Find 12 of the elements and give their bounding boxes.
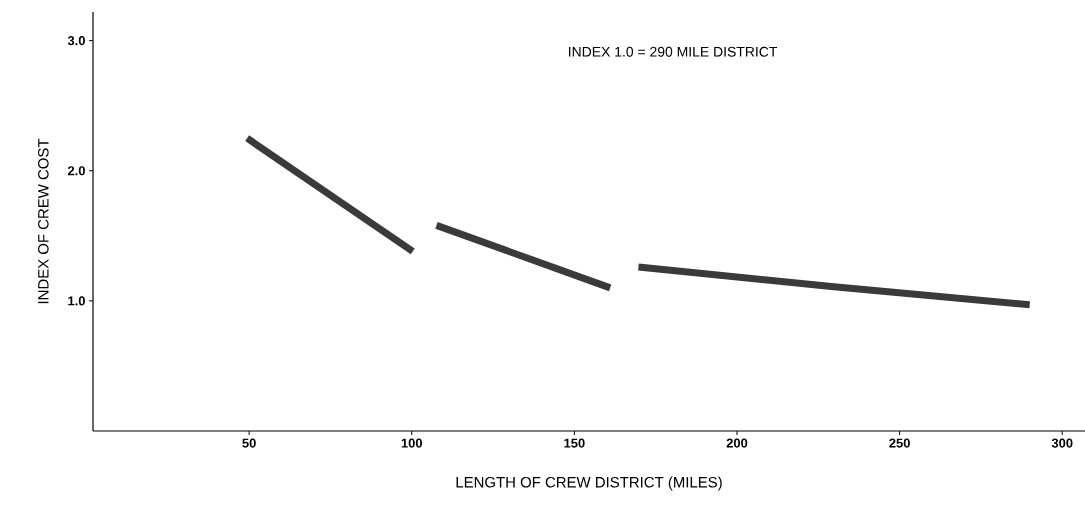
x-tick-label: 200: [726, 438, 748, 448]
x-tick-label: 50: [242, 438, 256, 448]
y-tick-label: 3.0: [67, 36, 85, 46]
x-tick-label: 300: [1051, 438, 1073, 448]
y-tick-label: 1.0: [68, 296, 85, 306]
y-tick-label: 2.0: [67, 166, 85, 176]
x-tick-label: 100: [401, 438, 423, 448]
x-tick-label: 250: [889, 438, 910, 448]
x-tick-label: 150: [564, 438, 585, 448]
y-axis-title: INDEX OF CREW COST: [38, 138, 49, 304]
annotation: INDEX 1.0 = 290 MILE DISTRICT: [569, 46, 778, 57]
x-axis-title: LENGTH OF CREW DISTRICT (MILES): [456, 476, 722, 491]
